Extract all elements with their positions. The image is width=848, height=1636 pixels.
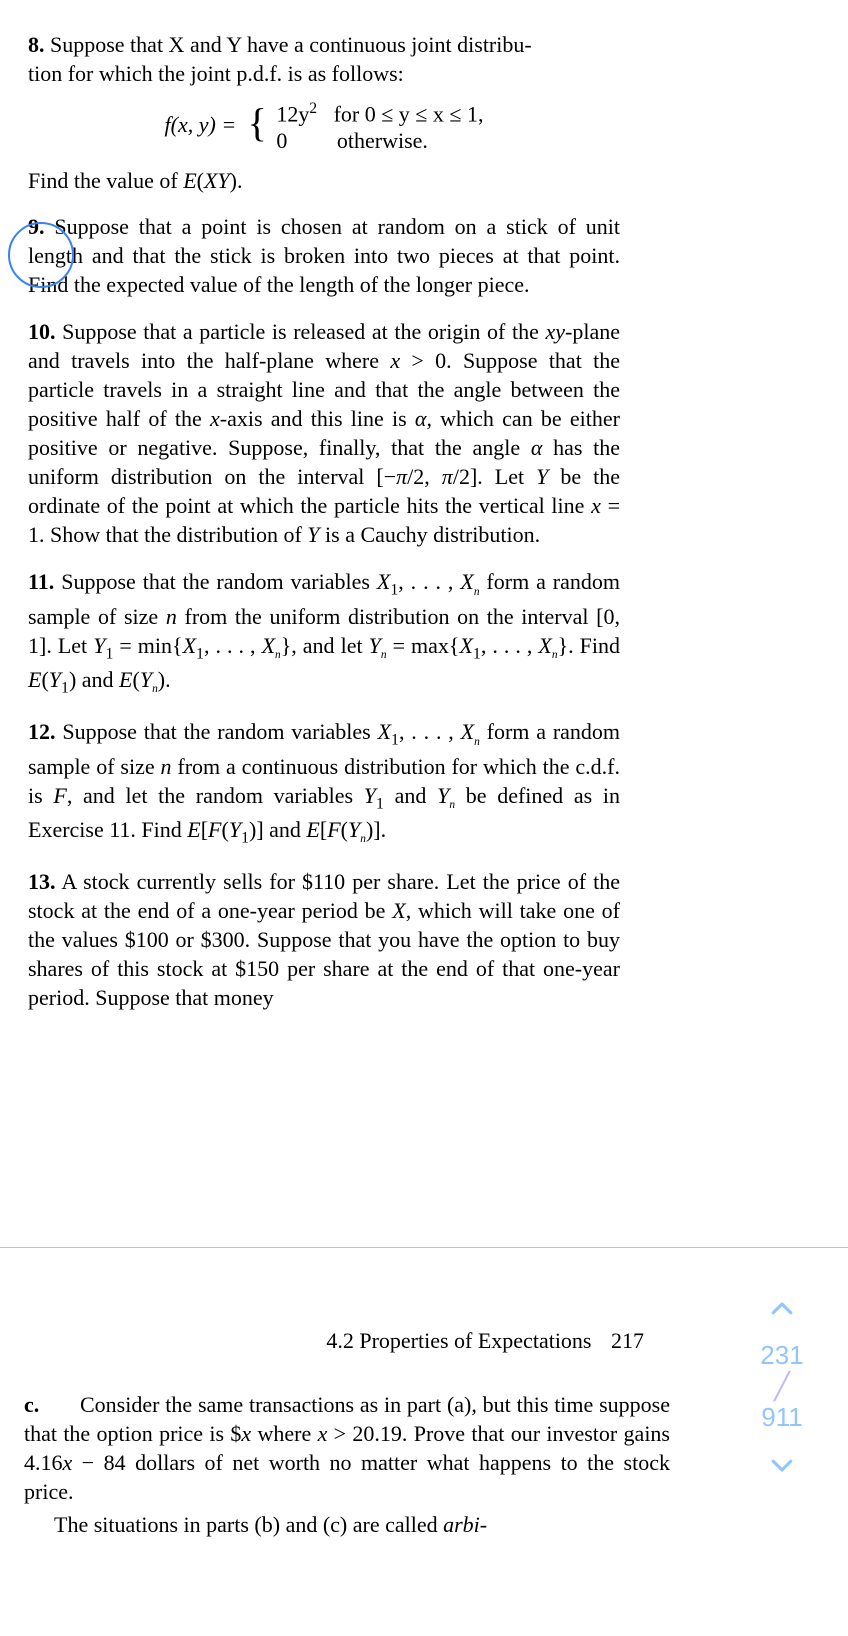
problem-8-line1: Suppose that X and Y have a continuous j…: [50, 32, 532, 57]
page-root: 8. Suppose that X and Y have a continuou…: [0, 0, 848, 1636]
section-page-number: 217: [611, 1328, 644, 1353]
chevron-down-icon: [767, 1450, 797, 1480]
page-navigation: 231 ╱ 911: [734, 1286, 830, 1488]
problem-9-body: Suppose that a point is chosen at random…: [28, 214, 620, 297]
textbook-content-upper: 8. Suppose that X and Y have a continuou…: [28, 30, 620, 1012]
current-page: 231: [760, 1340, 803, 1371]
page-counter-divider: ╱: [760, 1371, 803, 1402]
problem-number: 10.: [28, 319, 56, 344]
chevron-up-icon: [767, 1294, 797, 1324]
part-c: c.Consider the same transactions as in p…: [24, 1390, 670, 1506]
section-header: 4.2 Properties of Expectations 217: [24, 1328, 670, 1354]
previous-page-button[interactable]: [759, 1286, 805, 1332]
problem-13: 13. A stock currently sells for $110 per…: [28, 867, 620, 1012]
problem-12-body: Suppose that the random variables X1, . …: [28, 719, 620, 842]
problem-13-body: A stock currently sells for $110 per sha…: [28, 869, 620, 1010]
problem-number: 9.: [28, 214, 45, 239]
total-pages: 911: [760, 1402, 803, 1433]
textbook-content-lower: 4.2 Properties of Expectations 217 c.Con…: [24, 1328, 670, 1539]
problem-number: 12.: [28, 719, 56, 744]
problem-number: 13.: [28, 869, 56, 894]
problem-number: 11.: [28, 569, 54, 594]
page-counter: 231 ╱ 911: [760, 1340, 803, 1434]
problem-11-body: Suppose that the random variables X1, . …: [28, 569, 620, 692]
part-c-followup: The situations in parts (b) and (c) are …: [24, 1510, 670, 1539]
problem-8: 8. Suppose that X and Y have a continuou…: [28, 30, 620, 88]
problem-number: 8.: [28, 32, 45, 57]
part-c-body: Consider the same transactions as in par…: [24, 1392, 670, 1504]
problem-10-body: Suppose that a particle is released at t…: [28, 319, 620, 547]
problem-9: 9. Suppose that a point is chosen at ran…: [28, 212, 620, 299]
section-title: 4.2 Properties of Expectations: [326, 1328, 591, 1353]
page-divider: [0, 1247, 848, 1248]
problem-8-line2: tion for which the joint p.d.f. is as fo…: [28, 61, 404, 86]
problem-12: 12. Suppose that the random variables X1…: [28, 717, 620, 849]
next-page-button[interactable]: [759, 1442, 805, 1488]
problem-8-equation: f(x, y) = { 12y2 for 0 ≤ y ≤ x ≤ 1, 0 ot…: [28, 94, 620, 154]
problem-11: 11. Suppose that the random variables X1…: [28, 567, 620, 699]
part-letter: c.: [24, 1390, 50, 1419]
problem-10: 10. Suppose that a particle is released …: [28, 317, 620, 549]
problem-8-find: Find the value of E(XY).: [28, 168, 620, 194]
